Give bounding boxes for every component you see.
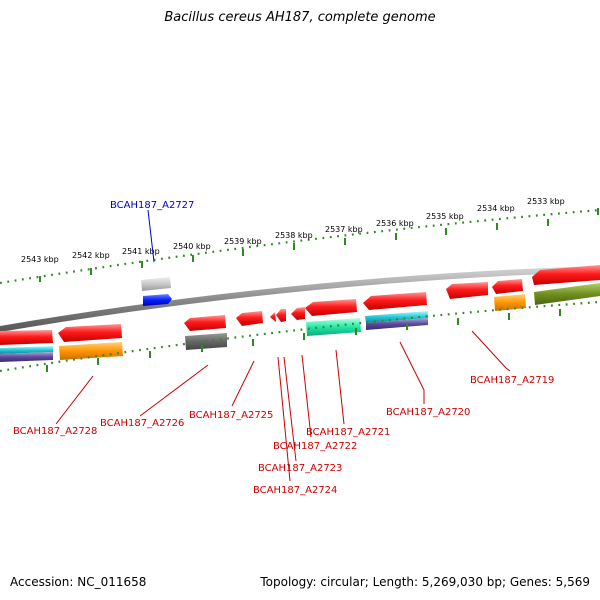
page-title: Bacillus cereus AH187, complete genome xyxy=(164,10,436,25)
gene-label-a2719: BCAH187_A2719 xyxy=(470,375,554,386)
feature-red-leftmost xyxy=(0,330,53,345)
feature-olive-right xyxy=(534,283,600,305)
gene-feature-a2722 xyxy=(291,307,305,320)
ruler-label-2538: 2538 kbp xyxy=(275,231,313,240)
leader-a2722 xyxy=(301,354,312,438)
leader-a2726 xyxy=(139,364,209,417)
gene-labels: BCAH187_A2727 BCAH187_A2728 BCAH187_A272… xyxy=(13,200,554,496)
reverse-strand-features xyxy=(0,279,526,362)
gene-feature-a2721 xyxy=(305,299,357,316)
feature-purple-left xyxy=(0,352,53,362)
ruler-label-2533: 2533 kbp xyxy=(527,197,565,206)
feature-mint-a2721 xyxy=(306,318,361,336)
gene-feature-a2723 xyxy=(276,309,286,322)
feature-orange-a2728 xyxy=(59,342,123,360)
leader-a2724 xyxy=(277,356,291,482)
outer-ruler-ticks xyxy=(39,208,599,282)
gene-label-a2723: BCAH187_A2723 xyxy=(258,463,342,474)
genome-summary-text: Topology: circular; Length: 5,269,030 bp… xyxy=(260,575,590,589)
gene-feature-a2727 xyxy=(143,294,172,306)
ruler-label-2539: 2539 kbp xyxy=(224,237,262,246)
gene-feature-a2719-right xyxy=(532,265,600,285)
gene-label-a2722: BCAH187_A2722 xyxy=(273,441,357,452)
gene-feature-a2728 xyxy=(58,324,122,342)
gene-feature-a2719-mid xyxy=(446,282,488,299)
gene-label-a2727: BCAH187_A2727 xyxy=(110,200,194,211)
leader-a2721 xyxy=(335,349,345,425)
feature-cyan-a2720 xyxy=(365,311,428,323)
gene-feature-a2720 xyxy=(363,292,427,310)
gene-feature-a2725 xyxy=(236,311,263,326)
ruler-label-2535: 2535 kbp xyxy=(426,212,464,221)
ruler-label-2537: 2537 kbp xyxy=(325,225,363,234)
gene-label-a2725: BCAH187_A2725 xyxy=(189,410,273,421)
gene-feature-a2724 xyxy=(270,312,276,322)
accession-text: Accession: NC_011658 xyxy=(10,575,147,589)
leader-a2728 xyxy=(55,375,94,425)
gene-label-a2728: BCAH187_A2728 xyxy=(13,426,97,437)
ruler-label-2543: 2543 kbp xyxy=(21,255,59,264)
gene-label-a2720: BCAH187_A2720 xyxy=(386,407,470,418)
ruler-label-2534: 2534 kbp xyxy=(477,204,515,213)
ruler-label-2540: 2540 kbp xyxy=(173,242,211,251)
feature-a2727-gray xyxy=(141,277,171,291)
ruler-label-2542: 2542 kbp xyxy=(72,251,110,260)
gene-leader-lines xyxy=(55,209,511,482)
leader-a2719 xyxy=(471,330,511,372)
inner-ruler-ticks xyxy=(46,309,561,372)
leader-a2727 xyxy=(147,209,155,263)
feature-cyan-left xyxy=(0,346,53,354)
gene-label-a2721: BCAH187_A2721 xyxy=(306,427,390,438)
ruler-labels: 2543 kbp 2542 kbp 2541 kbp 2540 kbp 2539… xyxy=(21,197,565,264)
forward-strand-features xyxy=(141,265,600,306)
leader-a2725 xyxy=(231,360,255,407)
leader-a2720 xyxy=(399,341,425,404)
gene-feature-a2726 xyxy=(184,315,226,331)
gene-feature-a2719-small xyxy=(492,279,523,294)
gene-label-a2724: BCAH187_A2724 xyxy=(253,485,337,496)
gene-label-a2726: BCAH187_A2726 xyxy=(100,418,184,429)
leader-a2723 xyxy=(283,356,297,462)
ruler-label-2536: 2536 kbp xyxy=(376,219,414,228)
feature-orange-a2719 xyxy=(494,294,526,311)
feature-purple-a2720 xyxy=(366,318,428,330)
ruler-label-2541: 2541 kbp xyxy=(122,247,160,256)
